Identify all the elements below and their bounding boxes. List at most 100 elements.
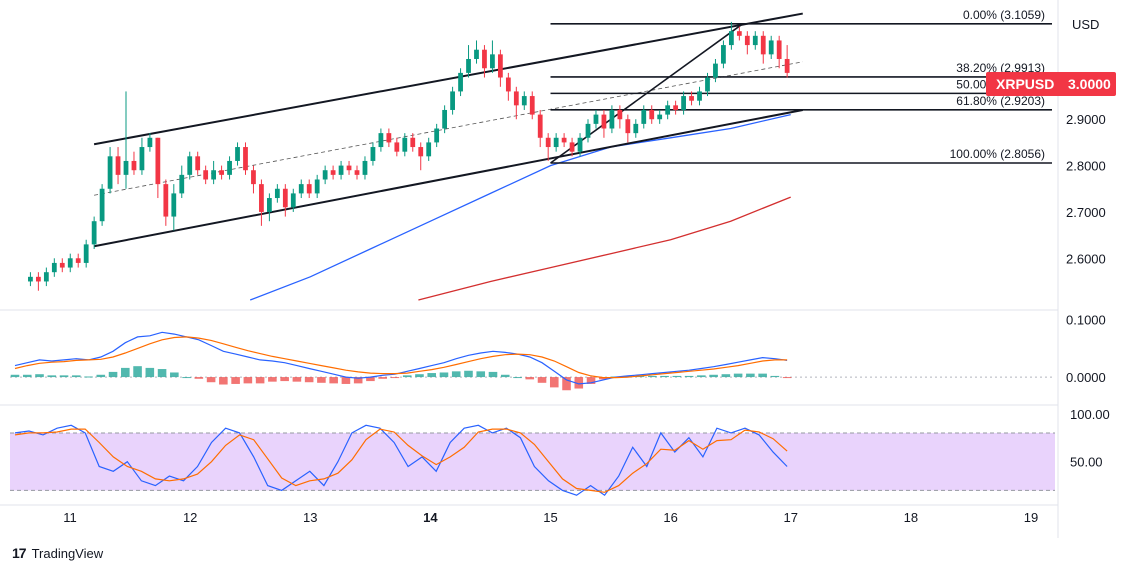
candle-body [370,147,376,161]
macd-histogram-bar [304,377,314,383]
candle-body [83,244,89,263]
candle-body [179,174,185,194]
tradingview-logo-icon: 17 [12,545,27,561]
candle-body [537,114,543,138]
candle-body [784,58,790,73]
candle [394,137,400,157]
macd-histogram-bar [574,377,584,389]
candle [274,184,280,203]
macd-histogram-bar [697,375,706,378]
candle-body [418,147,424,157]
macd-histogram-bar [427,373,437,378]
candle-body [744,35,750,46]
candle-body [155,137,161,185]
candle-body [609,109,615,129]
candle-body [585,123,591,138]
candle-body [386,133,392,143]
candle-body [593,114,599,124]
candle-body [681,96,686,110]
fib-level-label: 0.00% (3.1059) [963,8,1045,22]
macd-histogram-bar [513,377,522,379]
tradingview-brand[interactable]: 17 TradingView [12,545,103,561]
macd-histogram-bar [464,370,473,378]
candle-body [282,188,288,208]
candle [466,45,471,78]
candle [490,40,495,73]
stochastic-d-line [14,428,788,493]
candle [155,137,161,199]
macd-pane [10,331,792,391]
price-tick-label: 2.7000 [1066,205,1106,220]
candle-body [75,258,81,263]
candle-body [689,96,694,101]
channel-lower-line [93,108,803,248]
candle-body [259,184,264,212]
ma-red-line [418,196,791,301]
candle [28,272,33,287]
candle [641,105,647,129]
candle-body [553,137,559,148]
candle-body [203,170,209,180]
candle-body [442,109,448,129]
candle-body [450,91,455,110]
candle [211,160,217,185]
candle [235,142,240,166]
candle [784,45,790,78]
macd-histogram-bar [378,377,387,379]
candle [434,123,440,148]
candle-body [545,137,551,148]
candle-body [768,40,774,55]
candle [219,165,224,180]
candle-body [346,165,352,171]
candle [187,151,193,180]
candle [115,147,121,185]
macd-histogram-bar [170,372,179,378]
candle-body [243,147,248,171]
candle-body [513,91,519,106]
candle [83,239,89,268]
candle-body [107,156,113,189]
candle [450,86,455,115]
candle [521,91,527,110]
candle [67,253,73,273]
candle-body [410,137,416,148]
candle [410,133,416,152]
channel-mid-line [94,61,803,196]
candle-body [482,49,487,69]
macd-histogram-bar [746,373,755,378]
candle-body [362,160,368,175]
macd-line [14,331,788,385]
candle-body [752,35,758,46]
time-tick-label: 14 [423,510,438,525]
candle [418,142,424,171]
candle [513,86,519,120]
macd-histogram-bar [402,375,412,378]
channel-upper-line [93,12,803,146]
stochastic-tick-label: 50.00 [1070,455,1103,470]
macd-histogram-bar [500,374,510,378]
candle-body [728,31,734,46]
macd-histogram-bar [268,377,277,382]
candle [123,91,129,189]
stochastic-k-line [14,424,788,497]
time-tick-label: 15 [543,510,557,525]
candle [282,184,288,217]
macd-signal-line [14,336,788,379]
candle-body [394,142,400,152]
candle-body [697,91,702,101]
candle [107,147,113,194]
candle [402,133,408,157]
candle [51,258,57,277]
candle-body [187,156,193,175]
macd-histogram-bar [415,374,424,378]
candle [609,105,615,134]
price-tick-label: 2.9000 [1066,112,1106,127]
macd-histogram-bar [71,375,81,378]
candle-body [298,184,304,194]
macd-histogram-bar [317,377,326,383]
candle [497,49,503,87]
candle-body [673,105,679,110]
macd-tick-label: 0.0000 [1066,370,1106,385]
candle-body [67,258,73,268]
